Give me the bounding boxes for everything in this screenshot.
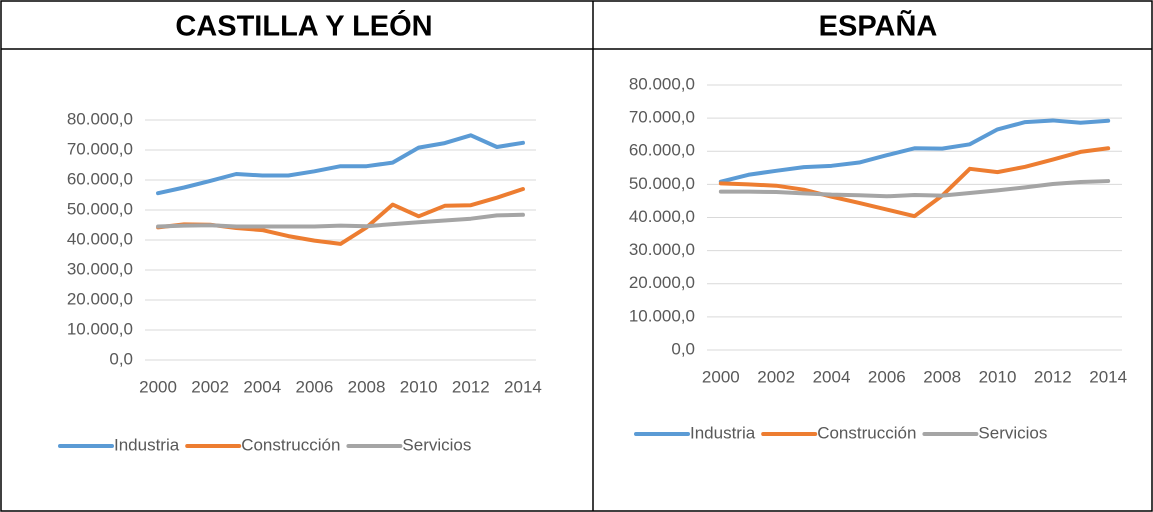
x-tick-label: 2006 bbox=[296, 377, 334, 396]
series-line bbox=[718, 179, 1111, 199]
series-line bbox=[718, 146, 1111, 219]
x-tick-label: 2000 bbox=[139, 377, 177, 396]
chart-title: CASTILLA Y LEÓN bbox=[175, 9, 432, 43]
y-tick-label: 0,0 bbox=[109, 349, 133, 368]
y-tick-label: 40.000,0 bbox=[629, 207, 695, 226]
x-tick-label: 2012 bbox=[1034, 367, 1072, 386]
x-tick-label: 2002 bbox=[191, 377, 229, 396]
x-tick-label: 2008 bbox=[923, 367, 961, 386]
legend-label: Servicios bbox=[978, 423, 1047, 442]
y-tick-label: 50.000,0 bbox=[629, 174, 695, 193]
x-tick-label: 2004 bbox=[813, 367, 851, 386]
x-tick-label: 2000 bbox=[702, 367, 740, 386]
legend-label: Construcción bbox=[241, 435, 340, 454]
y-tick-label: 50.000,0 bbox=[67, 199, 133, 218]
y-tick-label: 60.000,0 bbox=[629, 141, 695, 160]
legend-label: Industria bbox=[690, 423, 756, 442]
x-tick-label: 2002 bbox=[757, 367, 795, 386]
legend-label: Industria bbox=[114, 435, 180, 454]
series-line bbox=[718, 118, 1111, 184]
y-tick-label: 10.000,0 bbox=[629, 306, 695, 325]
series-line bbox=[156, 133, 525, 196]
y-tick-label: 0,0 bbox=[671, 339, 695, 358]
x-tick-label: 2008 bbox=[348, 377, 386, 396]
legend-label: Construcción bbox=[817, 423, 916, 442]
series-line bbox=[156, 187, 525, 246]
x-tick-label: 2014 bbox=[1089, 367, 1127, 386]
series-line bbox=[156, 212, 525, 229]
y-tick-label: 10.000,0 bbox=[67, 319, 133, 338]
x-tick-label: 2014 bbox=[504, 377, 542, 396]
y-tick-label: 80.000,0 bbox=[629, 74, 695, 93]
y-tick-label: 40.000,0 bbox=[67, 229, 133, 248]
y-tick-label: 80.000,0 bbox=[67, 109, 133, 128]
x-tick-label: 2004 bbox=[243, 377, 281, 396]
x-tick-label: 2010 bbox=[400, 377, 438, 396]
y-tick-label: 30.000,0 bbox=[629, 240, 695, 259]
x-tick-label: 2012 bbox=[452, 377, 490, 396]
y-tick-label: 70.000,0 bbox=[629, 108, 695, 127]
x-tick-label: 2006 bbox=[868, 367, 906, 386]
y-tick-label: 60.000,0 bbox=[67, 169, 133, 188]
y-tick-label: 70.000,0 bbox=[67, 139, 133, 158]
legend-label: Servicios bbox=[402, 435, 471, 454]
y-tick-label: 30.000,0 bbox=[67, 259, 133, 278]
y-tick-label: 20.000,0 bbox=[629, 273, 695, 292]
x-tick-label: 2010 bbox=[979, 367, 1017, 386]
chart-title: ESPAÑA bbox=[819, 9, 938, 43]
y-tick-label: 20.000,0 bbox=[67, 289, 133, 308]
